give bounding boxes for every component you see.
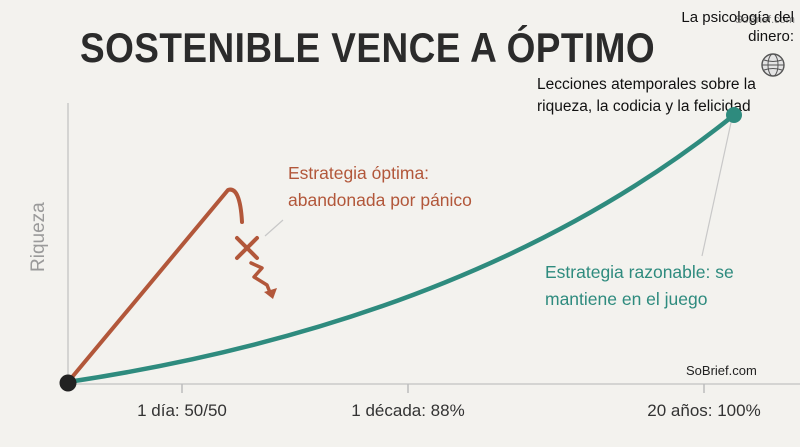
- globe-icon: [761, 53, 785, 77]
- leader-line-optimal: [264, 219, 284, 237]
- annotation-optimal-strategy: Estrategia óptima: abandonada por pánico: [288, 163, 472, 210]
- origin-dot: [59, 374, 77, 392]
- series-line-optimal: [66, 187, 244, 384]
- book-title: La psicología del dinero:: [681, 9, 794, 45]
- book-brand-watermark: SoBrief.com: [735, 14, 795, 26]
- x-tick-label: 1 día: 50/50: [137, 401, 227, 420]
- page-title: SOSTENIBLE VENCE A ÓPTIMO: [80, 24, 656, 71]
- book-subtitle: Lecciones atemporales sobre la riqueza, …: [537, 76, 756, 115]
- y-axis-label: Riqueza: [28, 202, 49, 272]
- source-credit: SoBrief.com: [686, 363, 757, 378]
- series-line-sustainable: [65, 112, 737, 385]
- x-tick-label: 20 años: 100%: [647, 401, 761, 420]
- leader-line-sustainable: [701, 117, 733, 257]
- falling-arrow-icon: [249, 261, 277, 299]
- x-tick-label: 1 década: 88%: [351, 401, 465, 420]
- annotation-sustainable-strategy: Estrategia razonable: se mantiene en el …: [545, 262, 734, 309]
- series-endpoint-sustainable: [726, 107, 742, 123]
- crash-x-icon: [235, 236, 259, 260]
